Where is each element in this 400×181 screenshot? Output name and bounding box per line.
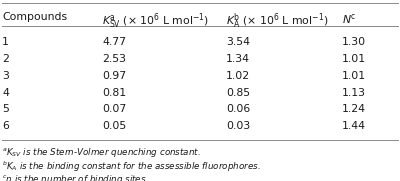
Text: $K_{\mathregular{A}}^{\mathregular{b}}$ ($\times$ 10$^{\mathregular{6}}$ L mol$^: $K_{\mathregular{A}}^{\mathregular{b}}$ … bbox=[226, 12, 328, 31]
Text: 0.03: 0.03 bbox=[226, 121, 250, 131]
Text: 1.34: 1.34 bbox=[226, 54, 250, 64]
Text: 1.24: 1.24 bbox=[342, 104, 366, 114]
Text: 0.06: 0.06 bbox=[226, 104, 250, 114]
Text: 6: 6 bbox=[2, 121, 9, 131]
Text: 1: 1 bbox=[2, 37, 9, 47]
Text: 1.44: 1.44 bbox=[342, 121, 366, 131]
Text: 1.02: 1.02 bbox=[226, 71, 250, 81]
Text: 0.85: 0.85 bbox=[226, 88, 250, 98]
Text: Compounds: Compounds bbox=[2, 12, 67, 22]
Text: 0.07: 0.07 bbox=[102, 104, 126, 114]
Text: 3: 3 bbox=[2, 71, 9, 81]
Text: 5: 5 bbox=[2, 104, 9, 114]
Text: 0.81: 0.81 bbox=[102, 88, 126, 98]
Text: 4.77: 4.77 bbox=[102, 37, 126, 47]
Text: $K_{\mathregular{SV}}^{\mathregular{a}}$ ($\times$ 10$^{\mathregular{6}}$ L mol$: $K_{\mathregular{SV}}^{\mathregular{a}}$… bbox=[102, 12, 209, 31]
Text: $\mathit{N}^{\mathregular{c}}$: $\mathit{N}^{\mathregular{c}}$ bbox=[342, 12, 356, 26]
Text: $^{\mathregular{a}}K_{\mathregular{SV}}$ is the Stern-Volmer quenching constant.: $^{\mathregular{a}}K_{\mathregular{SV}}$… bbox=[2, 146, 201, 159]
Text: 1.01: 1.01 bbox=[342, 54, 366, 64]
Text: 2.53: 2.53 bbox=[102, 54, 126, 64]
Text: 1.30: 1.30 bbox=[342, 37, 366, 47]
Text: 2: 2 bbox=[2, 54, 9, 64]
Text: $^{\mathregular{b}}K_{\mathregular{A}}$ is the binding constant for the assessib: $^{\mathregular{b}}K_{\mathregular{A}}$ … bbox=[2, 159, 261, 174]
Text: 0.97: 0.97 bbox=[102, 71, 126, 81]
Text: 0.05: 0.05 bbox=[102, 121, 126, 131]
Text: $^{\mathregular{c}}n$ is the number of binding sites.: $^{\mathregular{c}}n$ is the number of b… bbox=[2, 173, 148, 181]
Text: 1.01: 1.01 bbox=[342, 71, 366, 81]
Text: 1.13: 1.13 bbox=[342, 88, 366, 98]
Text: 3.54: 3.54 bbox=[226, 37, 250, 47]
Text: 4: 4 bbox=[2, 88, 9, 98]
